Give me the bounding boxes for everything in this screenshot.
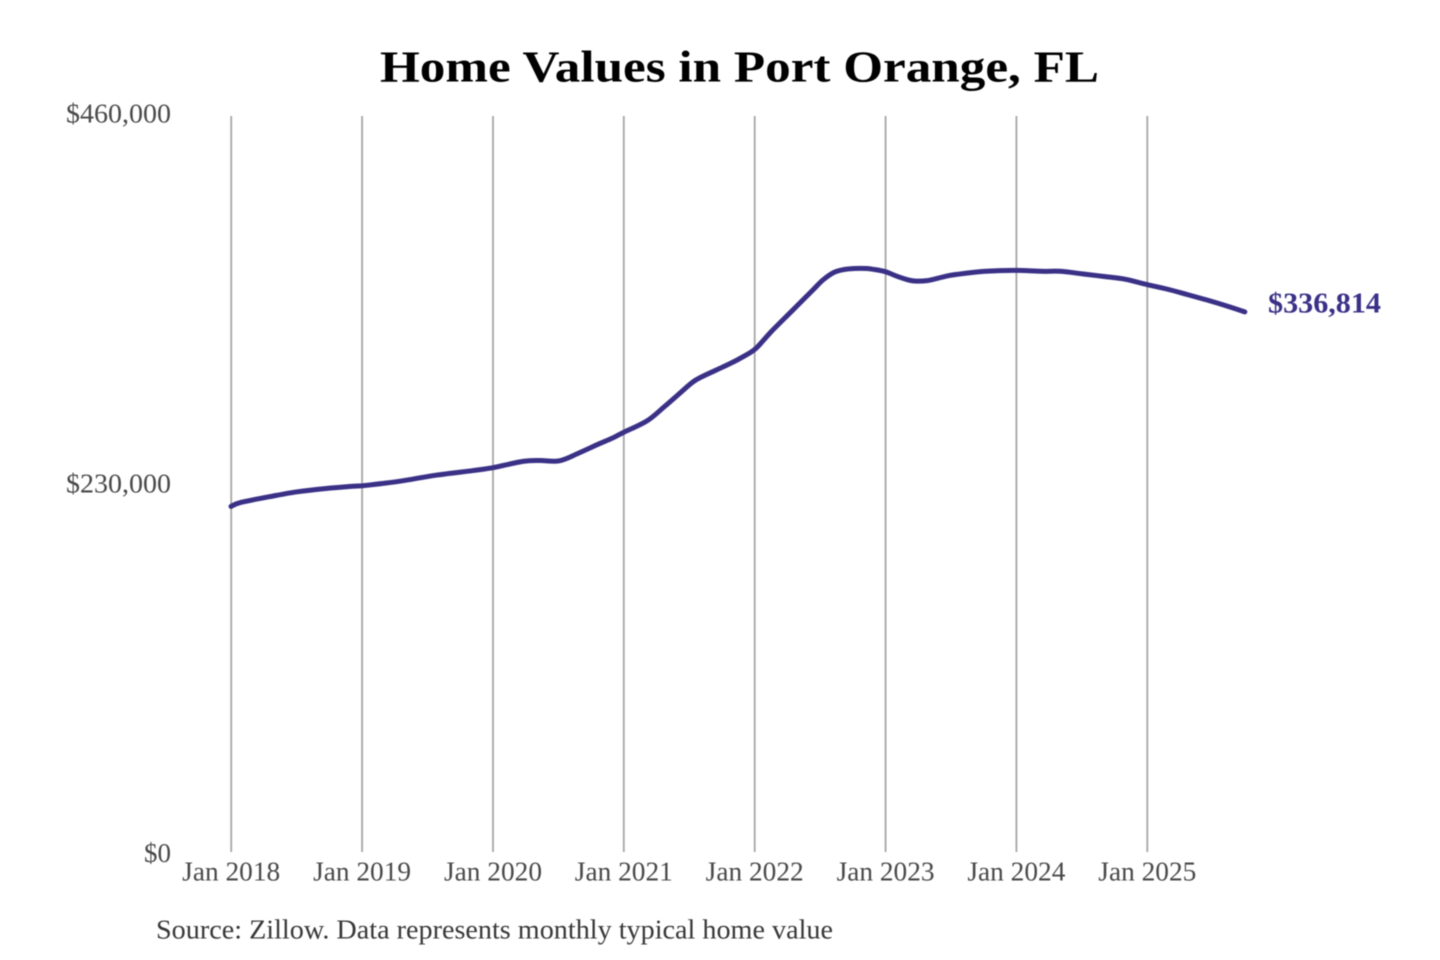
svg-text:Jan 2021: Jan 2021 [575, 856, 673, 886]
svg-text:$336,814: $336,814 [1268, 288, 1381, 319]
svg-text:Jan 2019: Jan 2019 [313, 856, 411, 886]
svg-text:Jan 2025: Jan 2025 [1098, 856, 1196, 886]
svg-text:Jan 2023: Jan 2023 [837, 856, 935, 886]
svg-text:Jan 2018: Jan 2018 [182, 856, 280, 886]
svg-text:Home Values in Port Orange, FL: Home Values in Port Orange, FL [380, 43, 1099, 92]
svg-text:$230,000: $230,000 [66, 468, 171, 498]
svg-text:Jan 2022: Jan 2022 [706, 856, 804, 886]
svg-text:$0: $0 [144, 838, 171, 868]
svg-text:Jan 2024: Jan 2024 [967, 856, 1065, 886]
svg-text:Jan 2020: Jan 2020 [444, 856, 542, 886]
svg-text:$460,000: $460,000 [66, 98, 171, 128]
svg-text:Source: Zillow. Data represent: Source: Zillow. Data represents monthly … [156, 914, 833, 944]
